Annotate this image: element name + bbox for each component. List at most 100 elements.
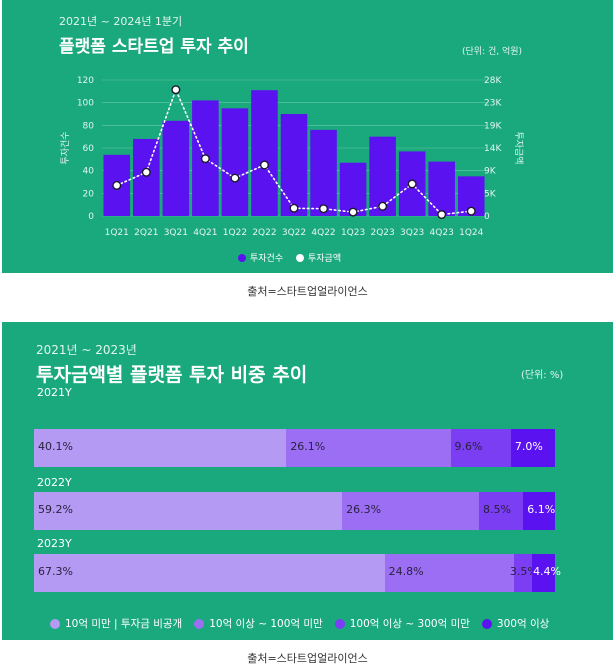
line-point	[112, 180, 122, 190]
chart2-subtitle: 2021년 ~ 2023년	[36, 343, 137, 357]
y-tick-label: 100	[77, 99, 94, 109]
y2-tick-label: 5K	[484, 189, 497, 199]
x-tick-label: 3Q22	[282, 228, 306, 238]
chart1-subtitle: 2021년 ~ 2024년 1분기	[59, 15, 183, 28]
x-tick-label: 2Q23	[370, 228, 394, 238]
chart1-panel: 2021년 ~ 2024년 1분기 플랫폼 스타트업 투자 추이 (단위: 건,…	[2, 0, 613, 273]
bar	[280, 114, 308, 216]
legend-label: 투자금액	[308, 252, 341, 264]
chart2-unit: (단위: %)	[521, 370, 564, 381]
line-point	[407, 179, 417, 189]
x-tick-label: 1Q22	[223, 228, 247, 238]
legend-marker	[481, 618, 492, 629]
data-label: 4.4%	[533, 565, 562, 578]
y-tick-label: 120	[77, 76, 94, 86]
legend-label: 10억 이상 ~ 100억 미만	[209, 618, 323, 630]
category-label: 2021Y	[37, 386, 72, 399]
legend-marker-bar	[238, 254, 246, 262]
bar-segment: 4.4%	[532, 554, 561, 592]
line-point	[230, 173, 240, 183]
x-tick-label: 3Q23	[400, 228, 424, 238]
line-point	[259, 160, 269, 170]
legend-label: 100억 이상 ~ 300억 미만	[349, 618, 470, 630]
y2-tick-label: 0	[484, 212, 490, 222]
bar	[162, 120, 190, 216]
bar-segment: 6.1%	[523, 492, 555, 530]
chart2-legend: 10억 미만 | 투자금 비공개 10억 이상 ~ 100억 미만 100억 이상 …	[50, 616, 549, 631]
x-tick-label: 4Q21	[193, 228, 217, 238]
legend-marker	[334, 618, 345, 629]
line-point	[348, 207, 358, 217]
x-tick-label: 4Q23	[430, 228, 454, 238]
line-point	[200, 154, 210, 164]
bar	[221, 108, 249, 216]
data-label: 40.1%	[38, 440, 73, 453]
data-label: 26.3%	[346, 503, 382, 516]
legend-item: 100억 이상 ~ 300억 미만	[334, 616, 470, 631]
y-tick-label: 20	[83, 189, 95, 199]
x-tick-label: 1Q21	[105, 228, 129, 238]
line-point	[319, 204, 329, 214]
legend-marker	[50, 618, 60, 629]
chart1-source: 출처=스타트업얼라이언스	[247, 285, 368, 298]
bar-segment: 7.0%	[510, 429, 555, 467]
chart2-title: 투자금액별 플랫폼 투자 비중 추이	[36, 364, 308, 386]
y2-tick-label: 23K	[484, 99, 502, 109]
legend-label: 300억 이상	[496, 618, 550, 630]
category-label: 2022Y	[37, 476, 72, 489]
bar-segment: 26.1%	[286, 429, 451, 467]
legend-item: 10억 이상 ~ 100억 미만	[194, 616, 323, 631]
x-tick-label: 3Q21	[164, 228, 188, 238]
y-tick-label: 60	[83, 144, 95, 154]
chart2-source: 출처=스타트업얼라이언스	[247, 652, 368, 665]
data-label: 24.8%	[388, 565, 424, 578]
bar-segment: 8.5%	[478, 492, 524, 530]
line-point	[466, 206, 476, 216]
data-label: 8.5%	[482, 503, 511, 516]
chart1-unit: (단위: 건, 억원)	[462, 47, 523, 57]
bar	[133, 138, 160, 216]
bar	[339, 162, 367, 216]
bar-segment: 59.2%	[34, 492, 343, 530]
legend-label: 투자건수	[250, 253, 283, 264]
x-tick-label: 2Q21	[134, 228, 158, 238]
y2-tick-label: 14K	[484, 144, 502, 154]
stacked-bar: 67.3% 24.8% 3.5% 4.4%	[34, 554, 561, 592]
y2-tick-label: 9K	[484, 167, 497, 177]
y-tick-label: 80	[83, 121, 95, 131]
y-axis-label: 투자건수	[60, 131, 71, 164]
bar-segment: 3.5%	[510, 554, 538, 592]
line-point	[437, 210, 447, 220]
x-tick-label: 2Q22	[252, 228, 276, 238]
line-point	[378, 201, 388, 211]
bar-segment: 40.1%	[34, 429, 287, 467]
bar-segment: 26.3%	[342, 492, 479, 530]
line-point	[141, 167, 151, 177]
bar-segment: 9.6%	[450, 429, 511, 467]
y-tick-label: 0	[88, 212, 94, 222]
y-tick-label: 40	[83, 167, 95, 177]
legend-item: 300억 이상	[481, 616, 550, 631]
bar	[310, 129, 337, 216]
y2-tick-label: 28K	[484, 76, 502, 86]
bar	[428, 161, 455, 216]
y2-tick-label: 19K	[484, 121, 502, 131]
y2-axis-label: 투자금액	[513, 131, 525, 164]
stacked-bar: 59.2% 26.3% 8.5% 6.1%	[34, 492, 555, 530]
legend-item: 10억 미만 | 투자금 비공개	[50, 616, 182, 631]
data-label: 26.1%	[290, 440, 326, 453]
chart2-panel: 2021년 ~ 2023년 투자금액별 플랫폼 투자 비중 추이 (단위: %)	[2, 322, 613, 640]
data-label: 3.5%	[509, 565, 538, 578]
data-label: 6.1%	[527, 503, 556, 516]
legend-label: 10억 미만 | 투자금 비공개	[65, 618, 183, 630]
data-label: 67.3%	[38, 565, 73, 578]
bar-segment: 24.8%	[384, 554, 514, 592]
chart1-title: 플랫폼 스타트업 투자 추이	[59, 37, 249, 57]
stacked-bar: 40.1% 26.1% 9.6% 7.0%	[34, 429, 555, 467]
legend-marker-line	[296, 254, 304, 262]
x-tick-label: 1Q23	[341, 228, 365, 238]
bar	[251, 90, 278, 216]
line-point	[289, 203, 299, 213]
data-label: 59.2%	[38, 503, 73, 516]
